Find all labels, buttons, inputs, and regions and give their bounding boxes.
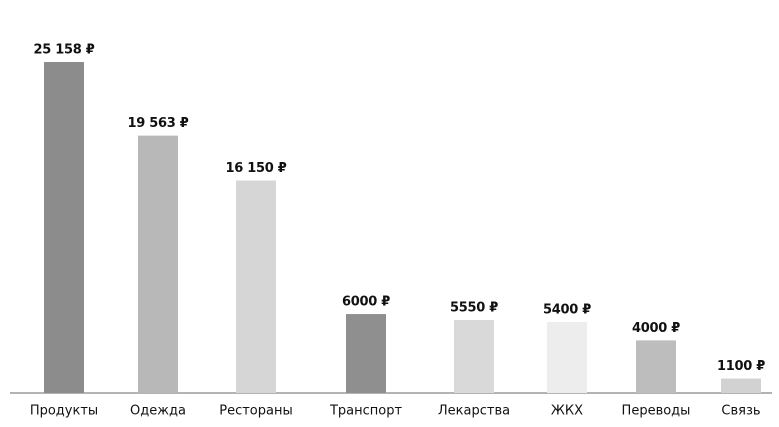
value-label: 19 563 ₽ [128,116,189,131]
value-label: 5550 ₽ [450,300,498,315]
x-tick-label: Рестораны [219,404,293,419]
bar [454,319,494,393]
bar [236,180,276,393]
x-tick-label: Связь [721,404,760,419]
x-tick-label: Одежда [130,404,186,419]
value-label: 4000 ₽ [632,321,680,336]
value-label: 1100 ₽ [717,359,765,374]
bar [44,62,84,393]
bar [721,378,761,393]
x-tick-label: ЖКХ [551,404,583,419]
value-label: 5400 ₽ [543,302,591,317]
x-tick-label: Переводы [622,404,691,419]
x-tick-label: Транспорт [329,404,403,419]
bar [636,340,676,393]
bar [547,321,587,393]
x-tick-label: Лекарства [438,404,510,419]
x-tick-label: Продукты [30,404,98,419]
value-label: 16 150 ₽ [226,161,287,176]
bar [138,135,178,394]
value-label: 6000 ₽ [342,295,390,310]
bar [346,314,386,393]
value-label: 25 158 ₽ [34,43,95,58]
